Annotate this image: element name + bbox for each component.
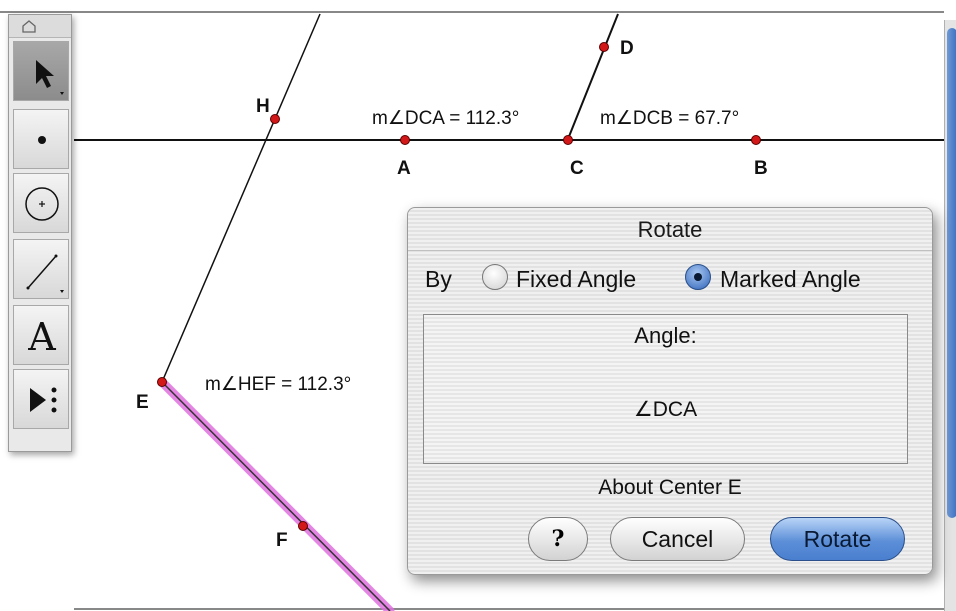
angle-panel: Angle: ∠DCA <box>423 314 908 464</box>
point-label-h[interactable]: H <box>256 96 270 117</box>
svg-text:A: A <box>27 315 56 359</box>
marked-angle-radio[interactable] <box>685 264 711 290</box>
dialog-title: Rotate <box>408 208 932 251</box>
help-button[interactable]: ? <box>528 517 588 561</box>
point-label-d[interactable]: D <box>620 38 634 59</box>
text-tool[interactable]: A <box>13 305 69 365</box>
measurement-dcb[interactable]: m∠DCB = 67.7° <box>600 108 739 129</box>
measurement-dca[interactable]: m∠DCA = 112.3° <box>372 108 519 129</box>
point-b[interactable] <box>751 135 761 145</box>
rotate-dialog: Rotate By Fixed Angle Marked Angle Angle… <box>407 207 933 575</box>
point-c[interactable] <box>563 135 573 145</box>
rotate-button[interactable]: Rotate <box>770 517 905 561</box>
point-label-e[interactable]: E <box>136 392 149 413</box>
compass-icon <box>25 187 59 221</box>
ray-ef[interactable] <box>161 381 391 611</box>
point-h[interactable] <box>270 114 280 124</box>
point-label-b[interactable]: B <box>754 158 768 179</box>
toolbox-palette: A <box>8 14 72 452</box>
angle-caption: Angle: <box>634 323 697 348</box>
marked-angle-label[interactable]: Marked Angle <box>720 266 861 292</box>
compass-tool[interactable] <box>13 173 69 233</box>
point-e[interactable] <box>157 377 167 387</box>
point-label-f[interactable]: F <box>276 530 288 551</box>
point-d[interactable] <box>599 42 609 52</box>
custom-tool[interactable] <box>13 369 69 429</box>
point-label-c[interactable]: C <box>570 158 584 179</box>
straightedge-icon <box>26 254 64 293</box>
measurement-hef[interactable]: m∠HEF = 112.3° <box>205 374 351 395</box>
angle-value: ∠DCA <box>633 398 698 421</box>
fixed-angle-radio[interactable] <box>482 264 508 290</box>
ray-eh[interactable] <box>161 13 321 383</box>
by-label: By <box>425 266 452 292</box>
point-label-a[interactable]: A <box>397 158 411 179</box>
straightedge-tool[interactable] <box>13 239 69 299</box>
about-center-text: About Center E <box>598 476 742 499</box>
arrow-tool[interactable] <box>13 41 69 101</box>
point-a[interactable] <box>400 135 410 145</box>
vertical-scrollbar[interactable] <box>944 20 956 611</box>
scrollbar-thumb[interactable] <box>947 28 956 518</box>
fixed-angle-label[interactable]: Fixed Angle <box>516 266 637 292</box>
point-f[interactable] <box>298 521 308 531</box>
custom-tools-icon <box>30 387 57 413</box>
arrow-icon <box>36 60 64 95</box>
point-icon <box>38 136 46 144</box>
ray-cd[interactable] <box>567 13 619 140</box>
cancel-button[interactable]: Cancel <box>610 517 745 561</box>
toolbox-header[interactable] <box>9 15 71 38</box>
home-icon <box>22 20 36 33</box>
text-icon: A <box>27 315 56 359</box>
point-tool[interactable] <box>13 109 69 169</box>
